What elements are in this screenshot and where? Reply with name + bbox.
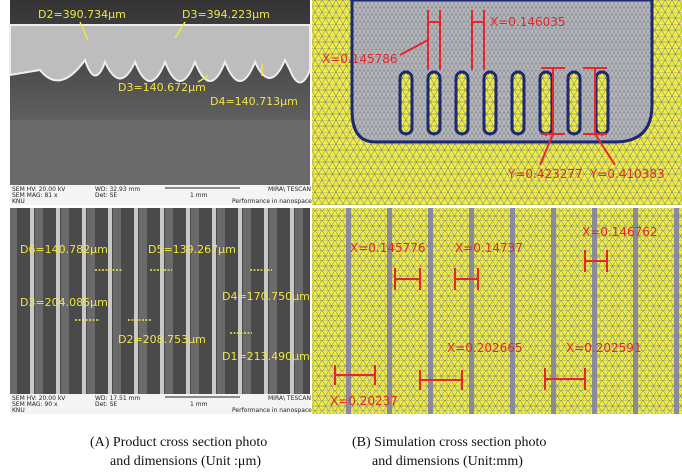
dimension-label: X=0.145776 — [350, 241, 426, 255]
caption: (B) Simulation cross section photo — [352, 435, 546, 450]
simulation-bottom: X=0.145776 X=0.14737 X=0.146762 X=0.2026… — [312, 208, 682, 414]
footer-text: Det: SE — [95, 192, 117, 199]
footer-text: 1 mm — [190, 401, 208, 408]
simulation-top: X=0.146035 X=0.145786 Y=0.423277 Y=0.410… — [312, 0, 682, 205]
footer-text: Performance in nanospace — [232, 198, 312, 205]
dimension-label: D4=170.750μm — [222, 290, 310, 303]
sem-bottom: D6=140.782μm D5=139.267μm D3=204.085μm D… — [10, 208, 312, 414]
dimension-label: Y=0.410383 — [589, 167, 665, 181]
dimension-label: X=0.146762 — [582, 225, 658, 239]
caption: (A) Product cross section photo — [90, 435, 267, 450]
dimension-label: X=0.202665 — [447, 341, 523, 355]
dimension-label: D2=208.753μm — [118, 333, 206, 346]
footer-text: 1 mm — [190, 192, 208, 199]
dimension-label: X=0.14737 — [455, 241, 523, 255]
dimension-label: D3=394.223μm — [182, 8, 270, 21]
dimension-label: Y=0.423277 — [507, 167, 583, 181]
dimension-label: D6=140.782μm — [20, 243, 108, 256]
dimension-label: X=0.202591 — [566, 341, 642, 355]
caption: and dimensions (Unit :μm) — [110, 454, 261, 469]
footer-text: Performance in nanospace — [232, 407, 312, 414]
dimension-label: X=0.20237 — [330, 394, 398, 408]
dimension-label: D5=139.267μm — [148, 243, 236, 256]
dimension-label: X=0.145786 — [322, 52, 398, 66]
footer-text: MIRA\ TESCAN — [268, 395, 311, 402]
footer-text: Det: SE — [95, 401, 117, 408]
sem-top: D2=390.734μm D3=394.223μm D3=140.672μm D… — [10, 0, 312, 205]
dimension-label: D3=204.085μm — [20, 296, 108, 309]
dimension-label: X=0.146035 — [490, 15, 566, 29]
footer-text: KNU — [12, 198, 25, 205]
figure: D2=390.734μm D3=394.223μm D3=140.672μm D… — [0, 0, 682, 474]
footer-text: KNU — [12, 407, 25, 414]
caption: and dimensions (Unit:mm) — [372, 454, 523, 469]
dimension-label: D4=140.713μm — [210, 95, 298, 108]
dimension-label: D1=213.490μm — [222, 350, 310, 363]
footer-text: MIRA\ TESCAN — [268, 186, 311, 193]
dimension-label: D2=390.734μm — [38, 8, 126, 21]
dimension-label: D3=140.672μm — [118, 81, 206, 94]
